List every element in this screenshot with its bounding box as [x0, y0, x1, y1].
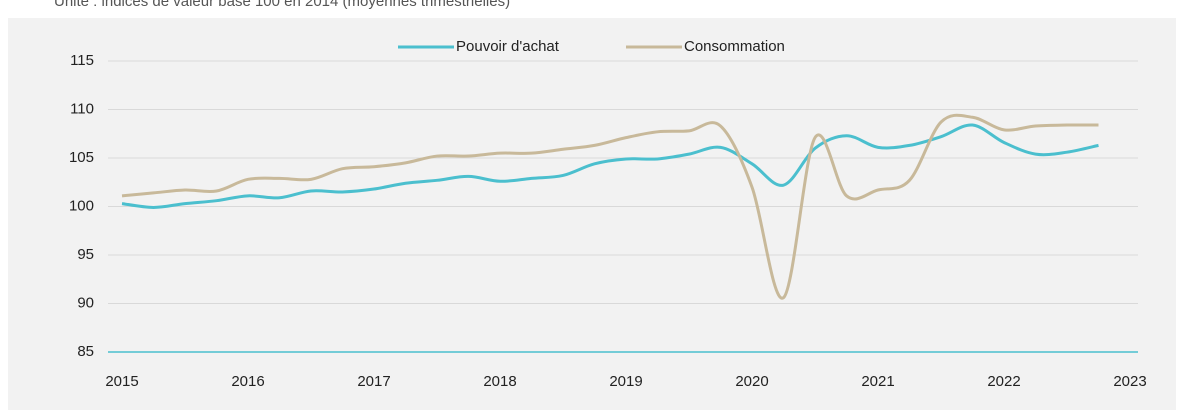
x-tick-label: 2020 [735, 373, 768, 390]
y-tick-label: 100 [69, 197, 94, 214]
x-tick-label: 2017 [357, 373, 390, 390]
x-tick-label: 2018 [483, 373, 516, 390]
x-tick-label: 2022 [987, 373, 1020, 390]
legend-label: Consommation [684, 38, 785, 55]
data-line [121, 123, 1099, 209]
x-tick-label: 2016 [231, 373, 264, 390]
data-line [121, 113, 1099, 300]
y-tick-label: 115 [70, 52, 94, 69]
y-tick-label: 95 [77, 246, 94, 263]
legend-label: Pouvoir d'achat [456, 38, 560, 55]
y-tick-label: 85 [77, 343, 94, 360]
y-tick-label: 105 [69, 149, 94, 166]
x-tick-label: 2019 [609, 373, 642, 390]
y-tick-label: 90 [77, 294, 94, 311]
x-tick-label: 2023 [1113, 373, 1146, 390]
x-tick-label: 2015 [105, 373, 138, 390]
chart-panel [8, 18, 1176, 410]
y-tick-label: 110 [70, 100, 94, 117]
x-tick-label: 2021 [861, 373, 894, 390]
chart-subtitle: Unité : indices de valeur base 100 en 20… [54, 0, 510, 10]
